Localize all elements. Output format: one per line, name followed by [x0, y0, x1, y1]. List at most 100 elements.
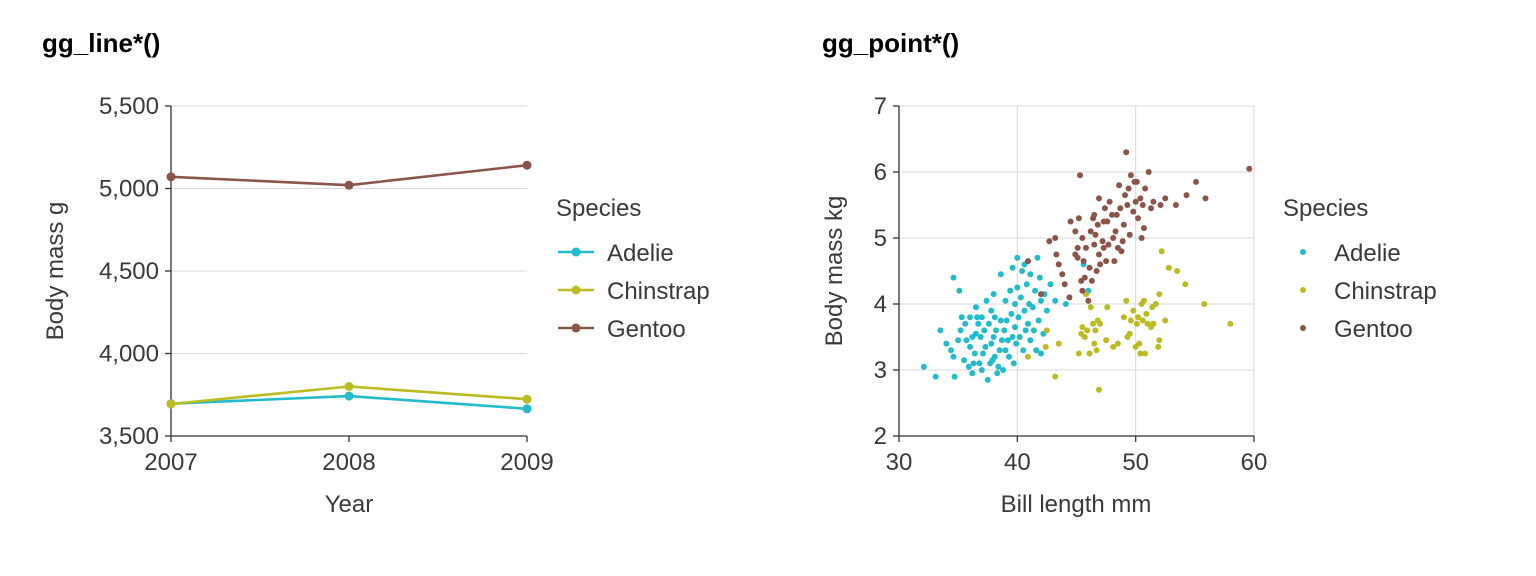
scatter-point-adelie	[998, 337, 1005, 344]
scatter-point-adelie	[1010, 360, 1017, 367]
scatter-point-adelie	[937, 327, 944, 334]
scatter-point-adelie	[1000, 367, 1007, 373]
scatter-point-adelie	[995, 363, 1002, 370]
scatter-point-adelie	[1027, 271, 1034, 278]
scatter-chart-x-ticks: 30 40 50 60	[886, 436, 1267, 476]
scatter-x-tick-label: 40	[1004, 449, 1031, 476]
scatter-point-gentoo	[1081, 274, 1088, 281]
scatter-point-chinstrap	[1165, 264, 1172, 271]
scatter-point-chinstrap	[1024, 353, 1031, 360]
scatter-point-adelie	[956, 287, 963, 294]
scatter-point-gentoo	[1101, 205, 1108, 212]
scatter-point-adelie	[1038, 350, 1044, 357]
scatter-point-gentoo	[1105, 241, 1112, 248]
scatter-point-adelie	[996, 347, 1003, 354]
scatter-point-gentoo	[1106, 198, 1113, 205]
scatter-point-gentoo	[1117, 205, 1124, 212]
scatter-point-adelie	[1013, 340, 1020, 347]
scatter-x-tick-label: 30	[886, 449, 913, 476]
scatter-point-gentoo	[1024, 258, 1031, 265]
line-point-adelie	[344, 391, 354, 401]
scatter-point-chinstrap	[1137, 350, 1144, 357]
scatter-point-chinstrap	[1093, 347, 1100, 354]
scatter-point-gentoo	[1082, 244, 1089, 251]
scatter-point-gentoo	[1061, 281, 1068, 288]
line-y-tick-label: 3,500	[99, 423, 159, 450]
scatter-chart-points	[920, 149, 1253, 393]
scatter-point-adelie	[972, 330, 979, 337]
scatter-point-gentoo	[1118, 248, 1125, 255]
scatter-point-chinstrap	[1174, 268, 1181, 274]
scatter-point-adelie	[965, 363, 972, 370]
scatter-point-adelie	[993, 327, 1000, 334]
scatter-point-gentoo	[1150, 198, 1157, 205]
scatter-point-adelie	[978, 367, 985, 373]
line-chart-series	[166, 160, 532, 414]
scatter-point-chinstrap	[1110, 343, 1117, 350]
scatter-point-gentoo	[1172, 202, 1179, 208]
line-point-chinstrap	[344, 382, 354, 391]
scatter-point-gentoo	[1097, 261, 1104, 268]
scatter-point-gentoo	[1086, 264, 1093, 271]
scatter-point-adelie	[1024, 320, 1031, 327]
scatter-point-gentoo	[1109, 211, 1115, 218]
line-legend-label: Gentoo	[607, 316, 686, 343]
scatter-point-chinstrap	[1124, 334, 1131, 340]
scatter-point-adelie	[976, 360, 983, 367]
scatter-point-gentoo	[1130, 208, 1137, 215]
scatter-point-gentoo	[1072, 228, 1079, 235]
scatter-point-gentoo	[1059, 271, 1066, 278]
line-chart: gg_line*() 3,500 4,000 4,500 5,000 5,500 200…	[42, 28, 710, 518]
scatter-point-chinstrap	[1091, 340, 1098, 347]
scatter-point-gentoo	[1095, 195, 1102, 202]
scatter-point-adelie	[1036, 274, 1043, 281]
scatter-point-adelie	[951, 373, 958, 380]
scatter-point-gentoo	[1092, 231, 1099, 238]
scatter-point-gentoo	[1052, 235, 1059, 241]
scatter-point-adelie	[1014, 284, 1021, 291]
scatter-legend-label: Gentoo	[1334, 316, 1413, 343]
scatter-point-gentoo	[1085, 297, 1092, 304]
line-point-gentoo	[344, 180, 354, 190]
scatter-legend-items: Adelie Chinstrap Gentoo	[1300, 240, 1437, 343]
scatter-point-adelie	[1035, 317, 1042, 324]
scatter-point-gentoo	[1131, 178, 1138, 185]
scatter-point-adelie	[943, 340, 950, 347]
scatter-point-chinstrap	[1123, 297, 1130, 304]
scatter-point-adelie	[990, 334, 997, 340]
scatter-y-tick-label: 5	[874, 225, 887, 252]
scatter-point-chinstrap	[1162, 317, 1169, 324]
scatter-point-adelie	[955, 337, 962, 344]
scatter-point-chinstrap	[1158, 248, 1165, 255]
scatter-point-adelie	[1019, 268, 1026, 274]
scatter-point-adelie	[1004, 337, 1011, 344]
line-point-gentoo	[166, 172, 176, 182]
scatter-point-gentoo	[1067, 218, 1074, 225]
scatter-point-gentoo	[1140, 225, 1147, 232]
scatter-point-gentoo	[1145, 169, 1152, 175]
scatter-point-adelie	[1023, 281, 1030, 288]
scatter-point-chinstrap	[1135, 314, 1142, 321]
scatter-chart-x-label: Bill length mm	[1001, 491, 1152, 518]
line-chart-x-ticks: 2007 2008 2009	[144, 436, 554, 476]
scatter-point-adelie	[1011, 324, 1018, 331]
scatter-point-chinstrap	[1152, 301, 1159, 307]
scatter-chart-gridlines	[899, 105, 1255, 436]
scatter-point-chinstrap	[1043, 327, 1050, 334]
scatter-point-chinstrap	[1140, 297, 1147, 304]
scatter-point-adelie	[1043, 307, 1050, 314]
scatter-point-gentoo	[1111, 258, 1118, 265]
scatter-chart-legend: Species Adelie Chinstrap Gentoo	[1283, 195, 1437, 343]
scatter-point-gentoo	[1080, 258, 1087, 265]
line-x-tick-label: 2008	[322, 449, 375, 476]
scatter-point-adelie	[1032, 287, 1039, 294]
line-legend-items: Adelie Chinstrap Gentoo	[558, 240, 710, 343]
scatter-point-adelie	[967, 314, 973, 321]
scatter-point-adelie	[978, 314, 985, 321]
scatter-point-adelie	[1017, 294, 1024, 301]
scatter-point-gentoo	[1074, 254, 1081, 261]
scatter-point-adelie	[990, 291, 997, 298]
scatter-point-gentoo	[1183, 192, 1190, 199]
scatter-point-adelie	[1009, 264, 1016, 271]
scatter-point-chinstrap	[1055, 340, 1062, 347]
